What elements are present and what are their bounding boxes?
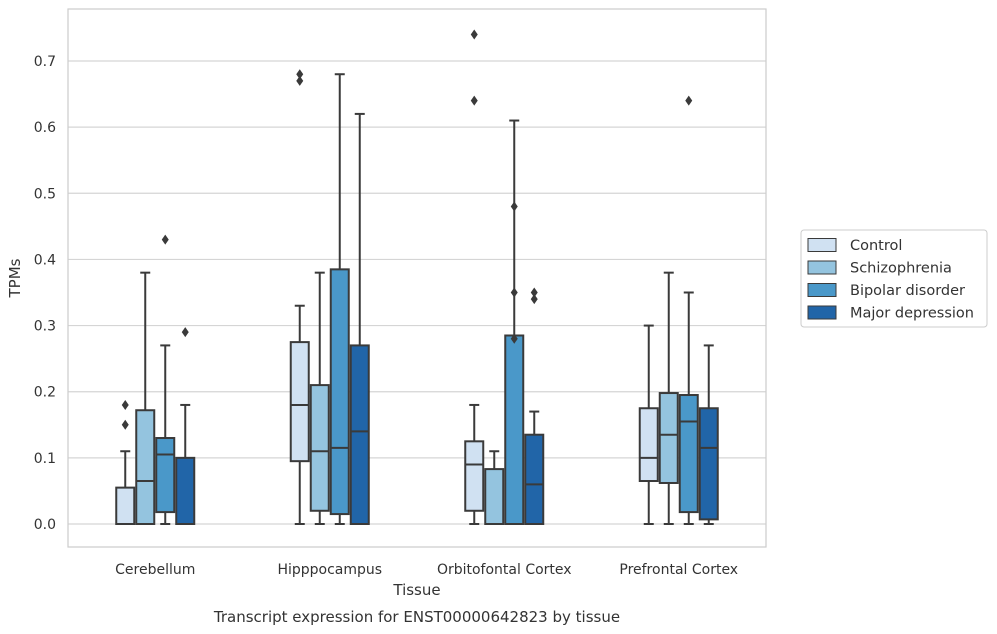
box-bipolar-disorder bbox=[329, 73, 350, 525]
box-body bbox=[289, 341, 310, 463]
box-body bbox=[524, 433, 545, 526]
legend-swatch bbox=[807, 305, 837, 320]
box-body bbox=[309, 384, 330, 512]
legend-label: Control bbox=[850, 238, 902, 254]
box-body bbox=[175, 456, 196, 526]
box-body bbox=[464, 440, 485, 512]
x-tick-label: Prefrontal Cortex bbox=[619, 562, 738, 578]
x-axis-ticks: Cerebellum Hipppocampus Orbitofontal Corte… bbox=[115, 562, 738, 578]
boxes bbox=[115, 29, 719, 526]
box-control bbox=[289, 69, 310, 525]
y-tick-label: 0.4 bbox=[34, 252, 56, 268]
y-tick-label: 0.3 bbox=[34, 319, 56, 335]
x-tick-label: Hipppocampus bbox=[277, 562, 382, 578]
box-body bbox=[658, 392, 679, 484]
legend-swatch bbox=[807, 260, 837, 275]
outlier-point bbox=[530, 287, 538, 298]
outlier-point bbox=[121, 399, 129, 410]
y-tick-label: 0.1 bbox=[34, 451, 56, 467]
outlier-point bbox=[296, 69, 304, 80]
outlier-point bbox=[510, 287, 518, 298]
outlier-point bbox=[510, 333, 518, 344]
y-axis-ticks: 0.0 0.1 0.2 0.3 0.4 0.5 0.6 0.7 bbox=[34, 54, 56, 533]
box-body bbox=[504, 334, 525, 525]
outlier-point bbox=[296, 75, 304, 86]
legend-label: Bipolar disorder bbox=[850, 283, 965, 299]
box-major-depression bbox=[175, 327, 196, 526]
box-schizophrenia bbox=[309, 271, 330, 525]
box-body bbox=[678, 394, 699, 514]
box-control bbox=[464, 29, 485, 525]
box-body bbox=[115, 486, 136, 525]
legend-swatch bbox=[807, 283, 837, 297]
outlier-point bbox=[161, 234, 169, 245]
box-bipolar-disorder bbox=[504, 119, 525, 525]
y-tick-label: 0.6 bbox=[34, 120, 56, 136]
outlier-point bbox=[470, 95, 478, 106]
box-schizophrenia bbox=[484, 450, 505, 526]
box-bipolar-disorder bbox=[678, 95, 699, 525]
outlier-point bbox=[685, 95, 693, 106]
y-tick-label: 0.2 bbox=[34, 385, 56, 401]
outlier-point bbox=[181, 327, 189, 338]
y-tick-label: 0.7 bbox=[34, 54, 56, 70]
plot-frame bbox=[67, 8, 767, 548]
box-major-depression bbox=[349, 112, 370, 525]
box-body bbox=[135, 409, 156, 525]
box-body bbox=[155, 437, 176, 514]
box-body bbox=[638, 407, 659, 483]
legend-frame bbox=[800, 229, 988, 328]
x-tick-label: Orbitofontal Cortex bbox=[437, 562, 572, 578]
legend-swatch bbox=[807, 238, 837, 252]
box-schizophrenia bbox=[658, 271, 679, 525]
legend-label: Schizophrenia bbox=[850, 261, 952, 277]
legend-label: Major depression bbox=[850, 306, 974, 322]
outlier-point bbox=[470, 29, 478, 40]
box-control bbox=[115, 399, 136, 525]
outlier-point bbox=[121, 419, 129, 430]
box-body bbox=[329, 268, 350, 516]
box-schizophrenia bbox=[135, 271, 156, 525]
box-body bbox=[698, 407, 719, 521]
outlier-point bbox=[530, 294, 538, 305]
chart-caption: Transcript expression for ENST0000064282… bbox=[213, 608, 620, 626]
x-tick-label: Cerebellum bbox=[115, 562, 195, 578]
box-body bbox=[349, 344, 370, 525]
y-axis-label: TPMs bbox=[6, 258, 24, 298]
x-axis-label: Tissue bbox=[392, 581, 440, 599]
outlier-point bbox=[510, 201, 518, 212]
box-body bbox=[484, 468, 505, 526]
box-bipolar-disorder bbox=[155, 234, 176, 525]
box-control bbox=[638, 324, 659, 525]
y-tick-label: 0.0 bbox=[34, 517, 56, 533]
legend: Control Schizophrenia Bipolar disorder Majo… bbox=[800, 229, 988, 328]
y-tick-label: 0.5 bbox=[34, 186, 56, 202]
box-major-depression bbox=[524, 287, 545, 526]
box-major-depression bbox=[698, 344, 719, 525]
